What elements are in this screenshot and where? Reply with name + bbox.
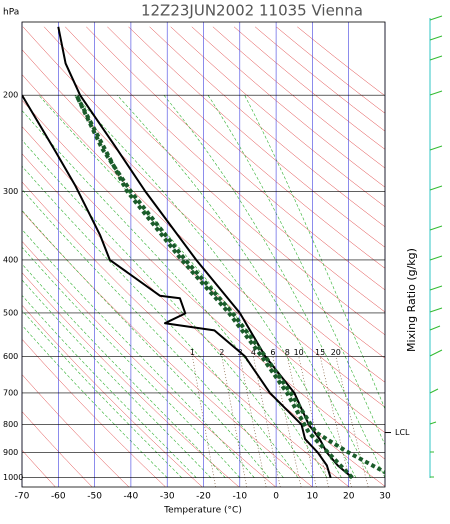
dry-adiabat	[254, 26, 385, 132]
moist-adiabat	[22, 228, 255, 478]
y-tick-label: 300	[3, 187, 18, 196]
x-tick-label: -70	[15, 492, 30, 502]
y-tick-label: 800	[3, 420, 18, 429]
dry-adiabat	[22, 126, 385, 460]
x-tick-label: 10	[307, 492, 319, 502]
y-tick-label: 1000	[3, 473, 23, 482]
moist-adiabat	[244, 95, 385, 410]
mixing-ratio-tick-label: 2	[219, 348, 224, 357]
y-tick-label: 600	[3, 352, 18, 361]
lcl-label: LCL	[395, 428, 410, 437]
moist-adiabat	[22, 324, 168, 478]
mixing-ratio-tick-label: 1	[190, 348, 195, 357]
mixing-ratio-line	[239, 356, 267, 487]
moist-adiabat	[22, 209, 270, 478]
moist-adiabat	[22, 165, 299, 478]
y-tick-label: 400	[3, 255, 18, 264]
mixing-ratio-tick-label: 8	[285, 348, 290, 357]
parcel-line	[74, 94, 354, 480]
moist-adiabat	[163, 95, 385, 478]
mixing-ratio-tick-label: 6	[270, 348, 275, 357]
y-tick-label: 900	[3, 448, 18, 457]
moist-adiabat	[22, 309, 182, 478]
plot: 123468101520-70-60-50-40-30-20-100102030…	[3, 21, 410, 502]
dry-adiabat	[22, 210, 313, 487]
dry-adiabat	[22, 338, 166, 487]
dry-adiabat	[22, 272, 240, 487]
x-axis-label: Temperature (°C)	[163, 506, 242, 516]
dry-adiabat	[22, 26, 385, 359]
x-tick-label: -30	[160, 492, 175, 502]
y-axis-label: hPa	[3, 8, 19, 18]
dry-adiabat	[86, 26, 385, 291]
mixing-ratio-tick-label: 4	[251, 348, 256, 357]
dry-adiabat	[22, 74, 385, 408]
dry-adiabat	[22, 153, 385, 487]
dry-adiabat	[43, 26, 385, 336]
mixing-ratio-line	[221, 356, 248, 487]
moist-adiabat	[22, 139, 313, 478]
dry-adiabat	[107, 26, 385, 269]
y-tick-label: 200	[3, 91, 18, 100]
dry-adiabat	[22, 240, 276, 487]
mixing-ratio-tick-label: 20	[331, 348, 341, 357]
moist-adiabat	[22, 188, 284, 478]
dry-adiabat	[170, 26, 385, 208]
x-tick-label: -60	[51, 492, 66, 502]
moist-adiabat	[22, 279, 212, 478]
moist-adiabat	[22, 294, 197, 478]
dry-adiabat	[22, 99, 385, 434]
moist-adiabat	[22, 263, 226, 478]
x-tick-label: -20	[196, 492, 211, 502]
moist-adiabat	[116, 94, 371, 478]
y-tick-label: 700	[3, 388, 18, 397]
y-tick-label: 500	[3, 308, 18, 317]
dry-adiabat	[297, 26, 385, 97]
profile-line	[22, 94, 332, 478]
mixing-ratio-line	[253, 356, 281, 487]
dry-adiabat	[22, 304, 203, 487]
moist-adiabat	[22, 246, 241, 478]
mixing-ratio-tick-label: 10	[294, 348, 304, 357]
plot-frame	[21, 21, 386, 488]
x-tick-label: -10	[232, 492, 247, 502]
background-lines	[22, 26, 385, 487]
mixing-ratio-line	[192, 356, 216, 487]
x-tick-label: 30	[379, 492, 391, 502]
moist-adiabat	[74, 94, 357, 478]
x-tick-label: -40	[124, 492, 139, 502]
x-tick-label: -50	[87, 492, 102, 502]
dry-adiabat	[128, 26, 385, 248]
x-tick-label: 0	[273, 492, 279, 502]
wind-barbs	[429, 15, 443, 478]
dry-adiabat	[22, 374, 130, 487]
dry-adiabat	[22, 411, 93, 487]
mixing-ratio-label: Mixing Ratio (g/kg)	[405, 248, 418, 352]
x-tick-label: 20	[343, 492, 355, 502]
moist-adiabat	[207, 95, 385, 446]
dry-adiabat	[22, 181, 350, 487]
chart-title: 12Z23JUN2002 11035 Vienna	[141, 2, 363, 20]
parcel-line	[74, 94, 385, 475]
dry-adiabat	[149, 26, 385, 228]
dry-adiabat	[65, 26, 385, 313]
mixing-ratio-tick-label: 15	[315, 348, 325, 357]
dry-adiabat	[22, 49, 385, 383]
